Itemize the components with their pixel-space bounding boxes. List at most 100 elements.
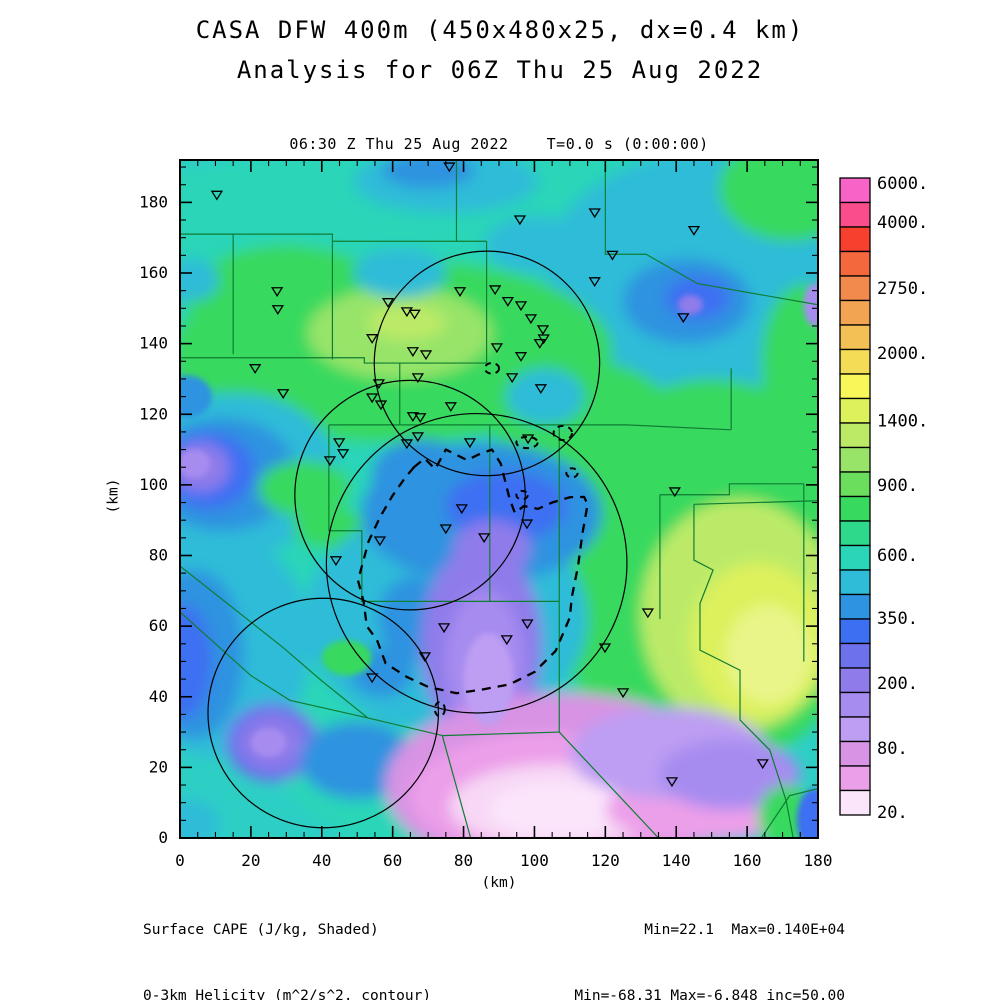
colorbar-label: 6000. (877, 174, 928, 194)
station-marker (514, 301, 528, 312)
county-boundaries (180, 160, 818, 838)
county-line (693, 504, 794, 838)
colorbar-label: 350. (877, 609, 918, 629)
helicity-contour-oval (552, 424, 574, 442)
station-marker (365, 334, 379, 344)
colorbar-cell (839, 226, 871, 253)
x-tick-label: 80 (454, 851, 473, 870)
field-stats: Min=22.1 Max=0.140E+04 Min=-68.31 Max=-6… (0, 875, 845, 1000)
county-line (328, 424, 732, 431)
station-marker (439, 524, 453, 535)
station-markers (210, 162, 769, 788)
x-tick-label: 160 (733, 851, 762, 870)
colorbar-cell (839, 569, 871, 596)
station-marker (668, 487, 681, 498)
cape-shading-blob (367, 304, 446, 341)
y-tick-label: 100 (139, 475, 168, 494)
colorbar-label: 2000. (877, 344, 928, 364)
cape-shading-blob (725, 604, 811, 704)
county-line (180, 357, 487, 364)
colorbar-cell (839, 593, 871, 620)
y-tick-label: 180 (139, 192, 168, 211)
county-line (760, 787, 818, 838)
x-tick-label: 180 (804, 851, 833, 870)
station-marker (687, 225, 701, 236)
station-marker (365, 673, 379, 684)
station-marker (514, 352, 528, 362)
station-marker (453, 287, 467, 297)
county-line (180, 233, 334, 360)
station-marker (444, 402, 457, 413)
station-marker (641, 608, 655, 619)
x-tick-label: 100 (520, 851, 549, 870)
cape-shading-blob (677, 294, 703, 315)
station-marker (276, 389, 290, 399)
y-tick-label: 140 (139, 334, 168, 353)
cape-shading-blob (353, 248, 446, 298)
colorbar-label: 2750. (877, 279, 928, 299)
colorbar-cell (839, 373, 871, 400)
cape-shading-blob (371, 438, 471, 510)
station-marker (336, 449, 350, 460)
y-tick-label: 120 (139, 404, 168, 423)
colorbar-cell (839, 348, 871, 375)
y-tick-label: 160 (139, 263, 168, 282)
y-tick-label: 40 (149, 687, 168, 706)
cape-shading-blob (180, 449, 211, 478)
x-tick-label: 120 (591, 851, 620, 870)
station-marker (400, 439, 414, 450)
station-marker (534, 384, 547, 395)
cape-shading-blob (257, 460, 351, 517)
radar-range-ring (294, 379, 526, 611)
radar-range-ring (325, 412, 628, 714)
station-marker (665, 777, 679, 788)
stats-shaded-field: Min=22.1 Max=0.140E+04 (644, 922, 845, 938)
plot-header: 06:30 Z Thu 25 Aug 2022 T=0.0 s (0:00:00… (289, 135, 709, 153)
cape-shading-blob (463, 633, 514, 725)
county-line (441, 735, 472, 838)
colorbar-label: 4000. (877, 213, 928, 233)
county-line (180, 611, 368, 719)
station-marker (490, 343, 504, 354)
colorbar-cell (839, 495, 871, 522)
colorbar-cell (839, 716, 871, 743)
colorbar-label: 1400. (877, 412, 928, 432)
colorbar-cell (839, 667, 871, 694)
colorbar-label: 900. (877, 476, 918, 496)
main-title-line2: Analysis for 06Z Thu 25 Aug 2022 (236, 56, 764, 84)
county-line (693, 500, 818, 505)
station-marker (443, 162, 456, 173)
colorbar-cell (839, 789, 871, 816)
station-marker (374, 400, 388, 411)
axis-ticks (179, 160, 819, 839)
colorbar-label: 80. (877, 739, 908, 759)
station-marker (606, 250, 619, 261)
station-marker (677, 313, 690, 324)
cape-shading-blob (796, 788, 818, 838)
cape-shading-blob (484, 216, 585, 273)
station-marker (248, 364, 262, 374)
colorbar-cell (839, 471, 871, 498)
colorbar-cell (839, 397, 871, 424)
cape-shading-blob (718, 160, 818, 242)
colorbar-cell (839, 275, 871, 302)
colorbar-label: 600. (877, 546, 918, 566)
county-line (604, 160, 818, 306)
station-marker (406, 412, 420, 422)
cape-shading-blob (180, 799, 219, 838)
station-marker (408, 309, 421, 320)
y-tick-label: 0 (158, 828, 168, 847)
colorbar-cell (839, 422, 871, 449)
colorbar-cell (839, 765, 871, 792)
cape-shading-blob (180, 375, 212, 418)
station-marker (332, 438, 346, 449)
station-marker (536, 325, 550, 336)
station-marker (588, 277, 601, 288)
x-axis-unit-label: (km) (481, 875, 517, 891)
station-marker (520, 519, 534, 530)
cape-shading-small (180, 283, 818, 838)
cape-shading-blob (803, 283, 818, 326)
axis-tick-labels: 0 20 40 60 80 100 120 140 160 180 0 20 40 60 80 100 120 1… (139, 192, 832, 870)
station-marker (524, 314, 538, 325)
